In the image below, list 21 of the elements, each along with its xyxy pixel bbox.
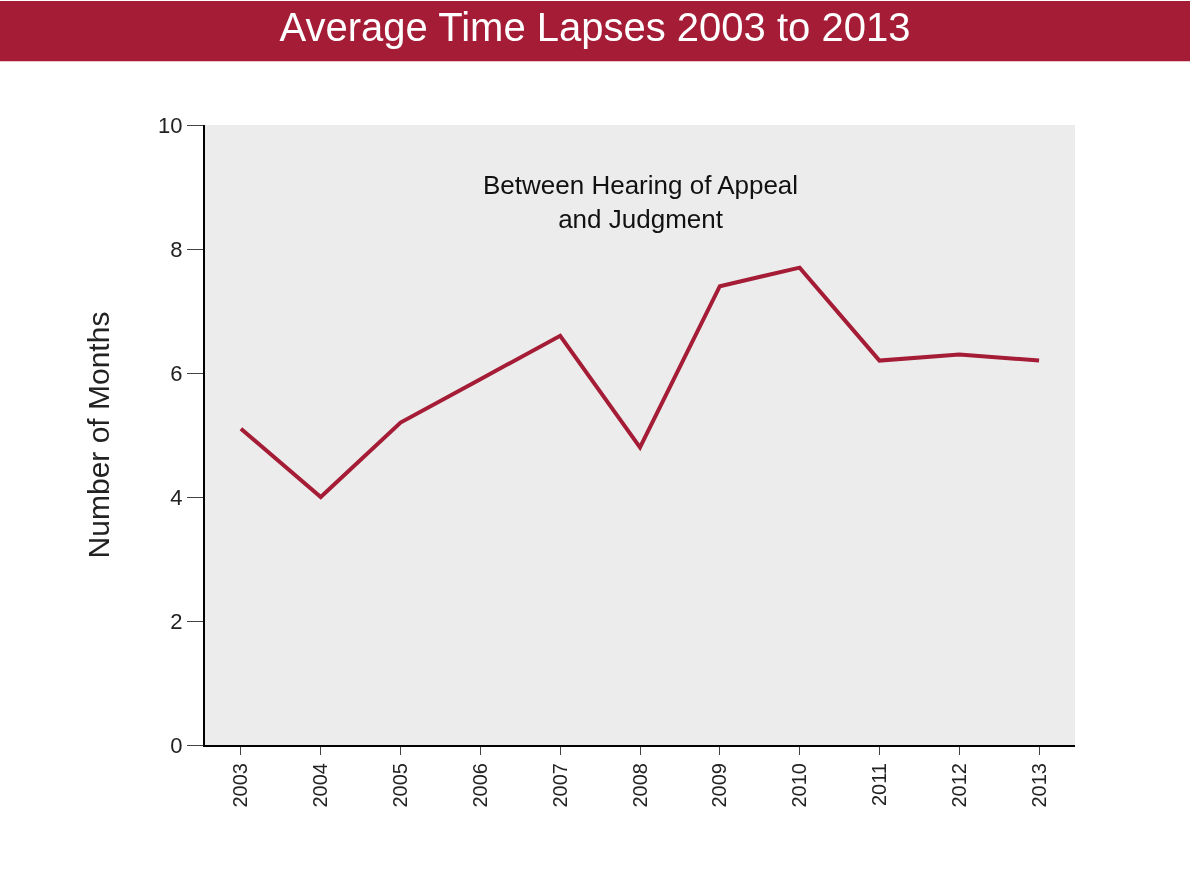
- x-tick-label: 2011: [867, 763, 890, 807]
- y-tick-label: 10: [158, 112, 183, 138]
- x-tick-label: 2012: [947, 763, 970, 808]
- x-tick-label: 2009: [708, 763, 731, 808]
- chart-title: Average Time Lapses 2003 to 2013: [279, 5, 911, 50]
- y-tick-label: 2: [170, 608, 183, 634]
- line-series: [238, 265, 1042, 499]
- x-tick-label: 2007: [548, 763, 571, 808]
- x-tick-label: 2003: [229, 763, 252, 808]
- x-tick-label: 2004: [309, 763, 332, 808]
- x-tick-label: 2013: [1027, 763, 1050, 808]
- y-axis-title: Number of Months: [81, 311, 115, 559]
- y-tick-label: 4: [170, 484, 183, 510]
- y-tick-label: 0: [170, 732, 183, 758]
- x-tick-label: 2006: [468, 763, 491, 808]
- y-tick-label: 6: [170, 360, 183, 386]
- y-tick-label: 8: [170, 236, 183, 262]
- x-tick-label: 2008: [628, 763, 651, 808]
- x-tick-label: 2005: [389, 763, 412, 808]
- x-tick-label: 2010: [788, 763, 811, 808]
- annotation: Between Hearing of Appeal and Judgment: [483, 170, 799, 234]
